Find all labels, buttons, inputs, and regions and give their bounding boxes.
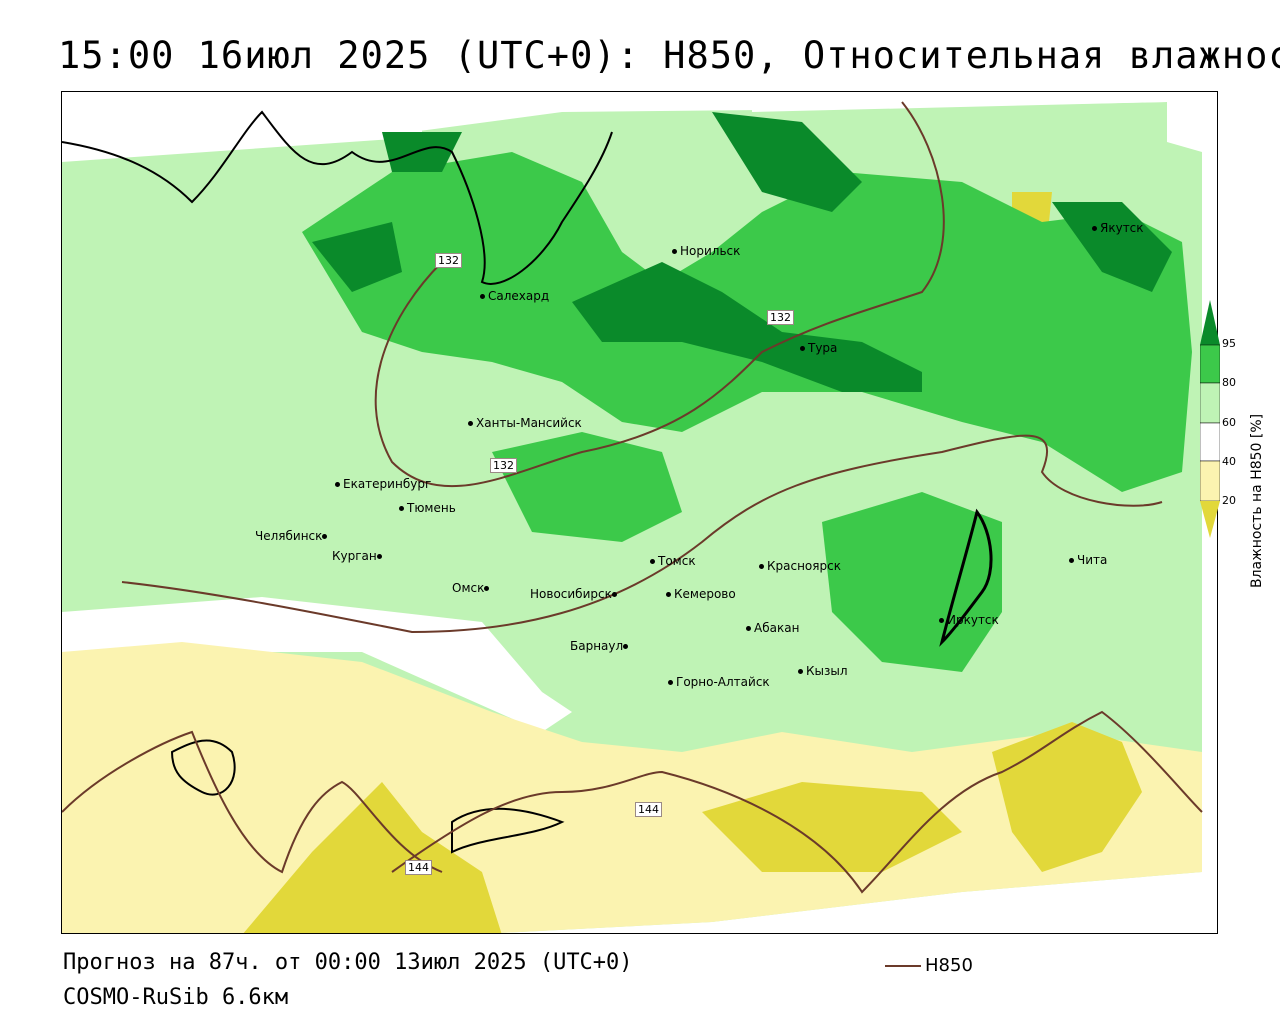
legend-tick: 60	[1222, 416, 1236, 429]
city-label: Норильск	[680, 244, 741, 258]
city-label: Якутск	[1100, 221, 1144, 235]
city-marker: Иркутск	[939, 614, 999, 626]
city-label: Омск	[452, 581, 485, 595]
city-dot	[672, 249, 677, 254]
city-marker: Кызыл	[798, 665, 848, 677]
humidity-95-region-4	[312, 222, 402, 292]
city-label: Новосибирск	[530, 587, 612, 601]
city-marker: Якутск	[1092, 222, 1144, 234]
city-marker: Чита	[1069, 554, 1107, 566]
lake-baikal	[939, 508, 993, 647]
line-legend: H850	[885, 955, 973, 976]
city-label: Ханты-Мансийск	[476, 416, 582, 430]
city-marker: Тура	[800, 342, 837, 354]
map-title: 15:00 16июл 2025 (UTC+0): H850, Относите…	[58, 34, 1280, 77]
city-dot	[800, 346, 805, 351]
city-dot	[1069, 558, 1074, 563]
contour-label: 144	[635, 802, 662, 817]
city-dot	[611, 592, 617, 597]
line-swatch	[885, 965, 921, 967]
humidity-95-region-3	[1052, 202, 1172, 292]
city-dot	[668, 680, 673, 685]
arctic-coastline	[62, 110, 613, 285]
no-data-northwest	[62, 92, 422, 162]
city-label: Тура	[808, 341, 838, 355]
contour-label: 144	[405, 860, 432, 875]
city-marker: Салехард	[480, 290, 549, 302]
city-label: Кемерово	[674, 587, 736, 601]
city-marker: Новосибирск	[530, 588, 620, 600]
humidity-95-region-5	[382, 132, 462, 172]
humidity-80-region-3	[822, 492, 1002, 672]
city-dot	[759, 564, 764, 569]
map-canvas	[62, 92, 1217, 933]
no-data-northeast	[752, 92, 1217, 122]
no-data-east	[1202, 472, 1217, 933]
city-marker: Норильск	[672, 245, 740, 257]
legend-tick: 40	[1222, 455, 1236, 468]
city-dot	[399, 506, 404, 511]
city-marker: Томск	[650, 555, 696, 567]
city-label: Тюмень	[407, 501, 456, 515]
city-label: Абакан	[754, 621, 800, 635]
legend-colorbar	[1200, 300, 1220, 538]
city-label: Кызыл	[806, 664, 848, 678]
city-dot	[939, 618, 944, 623]
lake-issyk	[451, 807, 565, 854]
city-label: Екатеринбург	[343, 477, 432, 491]
city-label: Салехард	[488, 289, 550, 303]
city-marker: Барнаул	[570, 640, 631, 652]
humidity-80-region-2	[492, 432, 682, 542]
city-marker: Омск	[452, 582, 492, 594]
city-label: Курган	[332, 549, 377, 563]
city-dot	[623, 644, 629, 649]
city-label: Горно-Алтайск	[676, 675, 770, 689]
humidity-95-region-1	[572, 262, 922, 392]
city-marker: Ханты-Мансийск	[468, 417, 582, 429]
city-label: Барнаул	[570, 639, 624, 653]
contour-label: 132	[767, 310, 794, 325]
humidity-95-region-2	[712, 112, 862, 212]
city-dot	[666, 592, 671, 597]
city-dot	[335, 482, 340, 487]
very-dry-3	[992, 722, 1142, 872]
city-dot	[798, 669, 803, 674]
humidity-map: Норильск Якутск Салехард Тура Ханты-Манс…	[61, 91, 1218, 934]
city-label: Иркутск	[947, 613, 999, 627]
city-dot	[322, 534, 328, 539]
city-marker: Челябинск	[255, 530, 330, 542]
city-dot	[480, 294, 485, 299]
very-dry-2	[702, 782, 962, 872]
city-label: Красноярск	[767, 559, 841, 573]
city-dot	[1092, 226, 1097, 231]
legend-tick: 95	[1222, 337, 1236, 350]
legend-axis-label: Влажность на H850 [%]	[1249, 413, 1265, 588]
very-dry-1	[243, 782, 502, 933]
city-marker: Екатеринбург	[335, 478, 431, 490]
city-dot	[484, 586, 490, 591]
city-marker: Абакан	[746, 622, 799, 634]
model-info: COSMO-RuSib 6.6км	[63, 985, 289, 1010]
city-marker: Красноярск	[759, 560, 841, 572]
city-dot	[746, 626, 751, 631]
city-label: Челябинск	[255, 529, 323, 543]
city-marker: Кемерово	[666, 588, 736, 600]
line-legend-label: H850	[925, 955, 973, 976]
lake-balkhash	[170, 739, 236, 796]
forecast-info: Прогноз на 87ч. от 00:00 13июл 2025 (UTC…	[63, 950, 633, 975]
legend-tick: 20	[1222, 494, 1236, 507]
city-label: Чита	[1077, 553, 1108, 567]
city-marker: Тюмень	[399, 502, 456, 514]
legend-tick: 80	[1222, 376, 1236, 389]
city-label: Томск	[658, 554, 696, 568]
contour-label: 132	[490, 458, 517, 473]
city-marker: Горно-Алтайск	[668, 676, 770, 688]
h850-contours	[62, 101, 1203, 894]
city-dot	[376, 554, 382, 559]
contour-label: 132	[435, 253, 462, 268]
city-dot	[650, 559, 655, 564]
city-marker: Курган	[332, 550, 385, 562]
city-dot	[468, 421, 473, 426]
